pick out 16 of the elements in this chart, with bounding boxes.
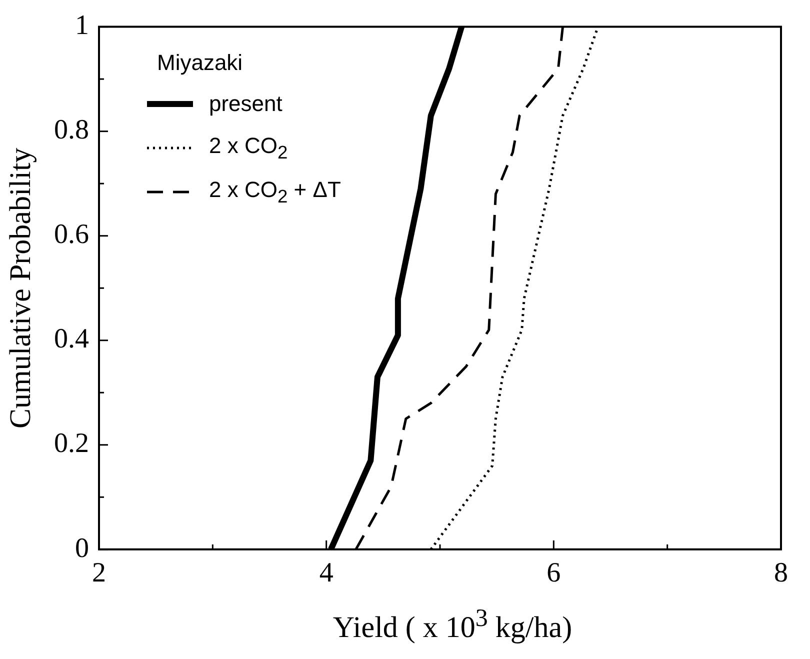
y-tick-label: 0 [75, 532, 89, 564]
x-tick-label: 4 [319, 558, 334, 589]
legend-title: Miyazaki [157, 50, 244, 76]
legend-label: present [209, 91, 282, 117]
y-tick-label: 0.2 [54, 428, 89, 460]
x-tick-label: 2 [92, 558, 106, 589]
x-axis-title: Yield ( x 10$^{3}$ kg/ha) [332, 605, 574, 645]
x-tick-label: 6 [546, 558, 561, 589]
y-tick-label: 0.4 [54, 324, 89, 355]
y-axis-title: Cumulative Probability [4, 148, 37, 429]
x-tick-label: 8 [774, 558, 788, 589]
legend-label: 2 x CO$_{2}$ + ΔT [209, 176, 341, 208]
legend-label: 2 x CO$_{2}$ [209, 132, 288, 164]
y-tick-label: 1 [75, 10, 89, 42]
y-tick-label: 0.8 [54, 114, 89, 146]
y-tick-label: 0.6 [54, 219, 89, 250]
